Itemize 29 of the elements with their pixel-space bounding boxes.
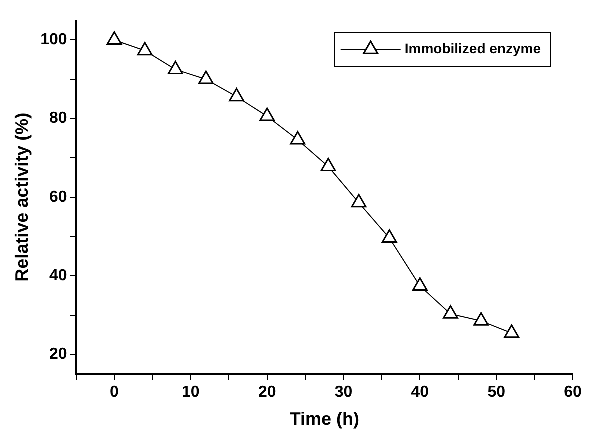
x-tick-label: 60 (564, 384, 582, 402)
point (412, 277, 428, 291)
x-tick-label: 10 (182, 384, 200, 402)
y-tick-label: 20 (50, 346, 68, 363)
y-tick-label: 100 (40, 32, 68, 49)
point (106, 31, 122, 45)
x-tick-label: 50 (488, 384, 506, 402)
point (320, 158, 336, 172)
point (229, 88, 244, 102)
x-tick-label: 20 (258, 384, 276, 402)
x-tick-label: 30 (334, 384, 353, 402)
x-tick-label: 40 (411, 384, 430, 402)
x-tick-label: 0 (110, 384, 120, 402)
y-axis-title: Relative activity (%) (12, 112, 32, 282)
y-tick-label: 60 (50, 188, 68, 206)
point (260, 108, 276, 122)
legend-label: Immobilized enzyme (404, 40, 542, 56)
point (137, 42, 153, 56)
x-axis-title: Time (h) (290, 409, 360, 430)
point (351, 194, 367, 208)
point (382, 230, 398, 244)
point (474, 312, 489, 326)
y-tick-label: 40 (50, 267, 68, 284)
point (198, 70, 214, 84)
point (290, 131, 306, 145)
point (168, 60, 184, 74)
point (504, 324, 520, 338)
point (443, 305, 458, 319)
y-tick-label: 80 (50, 110, 68, 128)
